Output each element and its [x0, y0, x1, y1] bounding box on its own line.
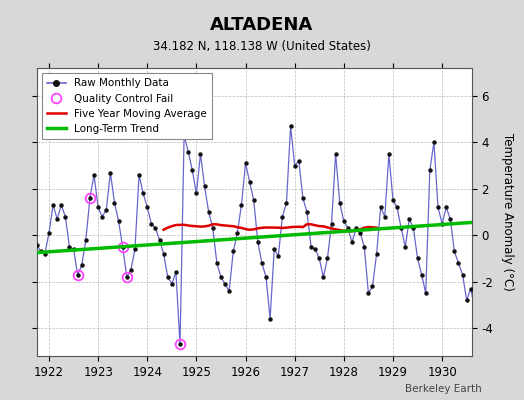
Text: Berkeley Earth: Berkeley Earth — [406, 384, 482, 394]
Text: 34.182 N, 118.138 W (United States): 34.182 N, 118.138 W (United States) — [153, 40, 371, 53]
Y-axis label: Temperature Anomaly (°C): Temperature Anomaly (°C) — [501, 133, 514, 291]
Legend: Raw Monthly Data, Quality Control Fail, Five Year Moving Average, Long-Term Tren: Raw Monthly Data, Quality Control Fail, … — [42, 73, 212, 139]
Text: ALTADENA: ALTADENA — [210, 16, 314, 34]
